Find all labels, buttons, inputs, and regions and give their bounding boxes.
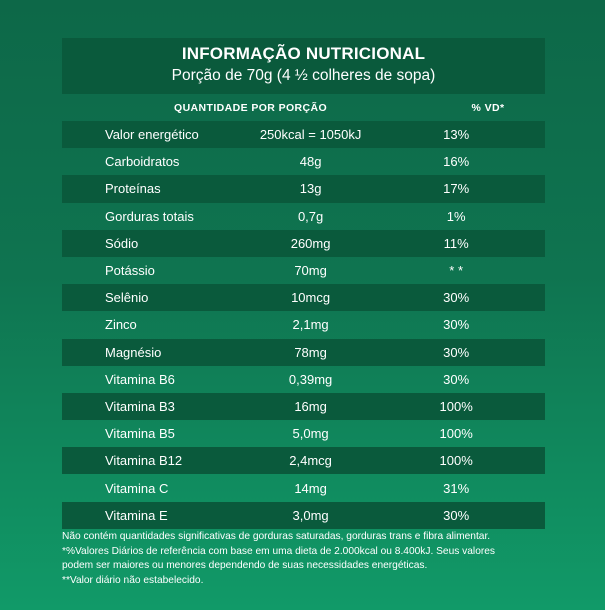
- nutrient-amount: 0,7g: [297, 208, 324, 224]
- column-header-vd: % VD*: [471, 101, 505, 114]
- nutrient-amount: 3,0mg: [292, 507, 329, 523]
- title-box: INFORMAÇÃO NUTRICIONAL Porção de 70g (4 …: [62, 38, 545, 94]
- table-row: Vitamina B5 5,0mg 100%: [62, 420, 545, 447]
- footnote-line: *%Valores Diários de referência com base…: [62, 545, 496, 557]
- table-row: Vitamina B12 2,4mcg 100%: [62, 447, 545, 475]
- nutrient-vd: 11%: [443, 235, 469, 251]
- nutrient-amount: 70mg: [294, 263, 327, 279]
- table-row: Gorduras totais 0,7g 1%: [62, 203, 545, 230]
- table-header: QUANTIDADE POR PORÇÃO % VD*: [62, 94, 545, 121]
- nutrient-name: Gorduras totais: [105, 208, 194, 224]
- nutrient-name: Vitamina B5: [105, 426, 175, 442]
- nutrient-amount: 5,0mg: [292, 426, 329, 442]
- nutrient-vd: 1%: [446, 208, 466, 224]
- table-row: Selênio 10mcg 30%: [62, 284, 545, 312]
- nutrient-amount: 48g: [299, 154, 322, 170]
- nutrient-name: Selênio: [105, 290, 149, 306]
- table-row: Carboidratos 48g 16%: [62, 148, 545, 175]
- nutrient-vd: 17%: [443, 181, 470, 197]
- column-header-quantity: QUANTIDADE POR PORÇÃO: [174, 101, 328, 114]
- nutrient-name: Magnésio: [105, 344, 162, 360]
- nutrient-amount: 2,1mg: [292, 317, 329, 333]
- nutrient-name: Zinco: [105, 317, 137, 333]
- nutrient-name: Vitamina B6: [105, 371, 175, 387]
- nutrient-name: Sódio: [105, 235, 139, 251]
- table-row: Vitamina C 14mg 31%: [62, 474, 545, 501]
- footnote-line: podem ser maiores ou menores dependendo …: [62, 560, 428, 571]
- nutrient-vd: 30%: [443, 317, 470, 333]
- nutrient-vd: 13%: [443, 127, 470, 143]
- nutrient-amount: 260mg: [290, 235, 331, 251]
- nutrient-amount: 14mg: [294, 480, 327, 496]
- nutrient-name: Vitamina C: [105, 480, 169, 496]
- nutrient-vd: 100%: [439, 453, 473, 469]
- table-row: Magnésio 78mg 30%: [62, 338, 545, 366]
- panel-title: INFORMAÇÃO NUTRICIONAL: [181, 44, 426, 63]
- nutrient-amount: 16mg: [294, 398, 327, 414]
- nutrient-name: Vitamina B3: [105, 398, 175, 414]
- nutrient-name: Proteínas: [105, 181, 161, 197]
- nutrition-facts-panel: INFORMAÇÃO NUTRICIONAL Porção de 70g (4 …: [62, 38, 545, 529]
- footnote-line: **Valor diário não estabelecido.: [62, 574, 204, 586]
- nutrient-rows: Valor energético 250kcal = 1050kJ 13% Carbo…: [62, 121, 545, 529]
- table-row: Potássio 70mg * *: [62, 257, 545, 284]
- nutrient-amount: 13g: [299, 181, 322, 197]
- nutrient-name: Potássio: [105, 263, 155, 279]
- nutrient-name: Vitamina B12: [105, 453, 183, 469]
- nutrient-name: Valor energético: [105, 127, 199, 143]
- nutrient-name: Vitamina E: [105, 507, 168, 523]
- table-row: Zinco 2,1mg 30%: [62, 311, 545, 338]
- table-row: Vitamina E 3,0mg 30%: [62, 501, 545, 529]
- footnotes: Não contém quantidades significativas de…: [62, 530, 562, 588]
- table-row: Proteínas 13g 17%: [62, 175, 545, 203]
- nutrient-vd: * *: [449, 263, 464, 279]
- nutrient-amount: 0,39mg: [288, 371, 333, 387]
- nutrient-amount: 250kcal = 1050kJ: [259, 127, 362, 143]
- nutrient-vd: 30%: [443, 290, 470, 306]
- table-row: Sódio 260mg 11%: [62, 229, 545, 257]
- footnote-line: Não contém quantidades significativas de…: [62, 531, 491, 542]
- nutrient-vd: 30%: [443, 371, 470, 387]
- nutrient-amount: 2,4mcg: [289, 453, 332, 469]
- nutrient-name: Carboidratos: [105, 154, 180, 170]
- table-row: Valor energético 250kcal = 1050kJ 13%: [62, 121, 545, 149]
- table-row: Vitamina B3 16mg 100%: [62, 392, 545, 421]
- nutrient-amount: 78mg: [294, 344, 327, 360]
- nutrient-vd: 31%: [443, 480, 470, 496]
- nutrient-vd: 30%: [443, 507, 470, 523]
- serving-size: Porção de 70g (4 ½ colheres de sopa): [171, 67, 436, 84]
- nutrient-vd: 30%: [443, 344, 470, 360]
- table-row: Vitamina B6 0,39mg 30%: [62, 366, 545, 393]
- nutrient-vd: 16%: [443, 154, 470, 170]
- nutrient-vd: 100%: [439, 398, 473, 414]
- nutrient-amount: 10mcg: [291, 290, 331, 306]
- nutrient-vd: 100%: [439, 426, 473, 442]
